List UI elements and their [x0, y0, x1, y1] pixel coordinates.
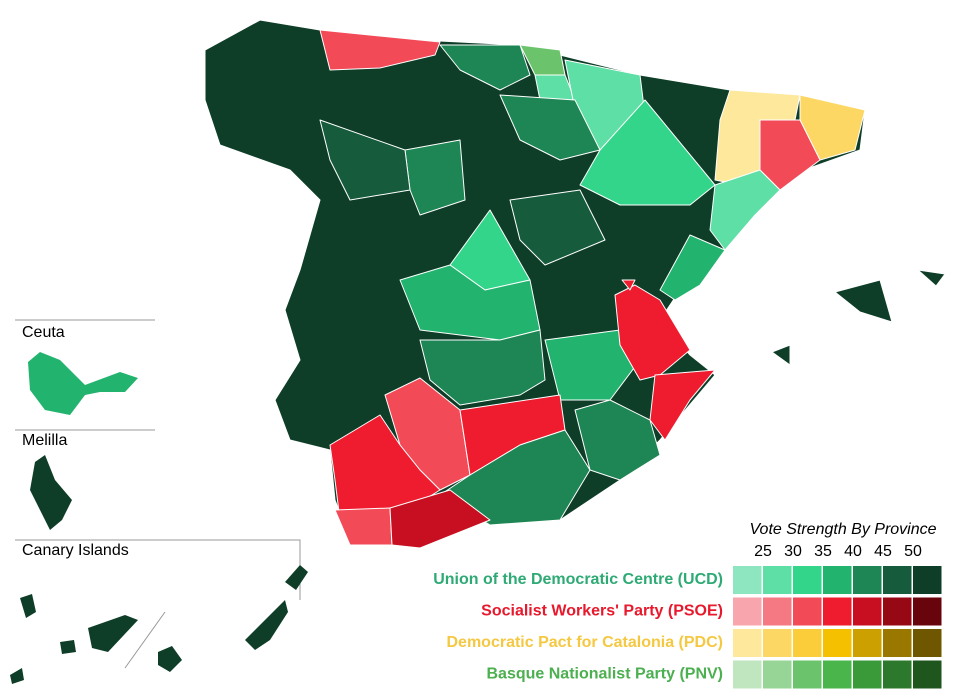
- province: [709, 169, 781, 251]
- balearic: [917, 269, 946, 287]
- province: [799, 94, 866, 161]
- legend-swatch: [733, 597, 762, 626]
- inset-label: Ceuta: [22, 324, 65, 341]
- legend-swatch: [733, 629, 762, 657]
- legend-swatch: [763, 566, 792, 594]
- inset-border: [124, 611, 166, 669]
- legend-swatch: [823, 660, 852, 689]
- legend-swatch: [853, 566, 882, 594]
- province: [544, 329, 641, 401]
- scale-label: 30: [784, 543, 802, 560]
- legend-swatch: [733, 660, 762, 689]
- legend-swatch: [733, 566, 762, 594]
- scale-label: 35: [814, 543, 832, 560]
- legend-swatch: [913, 660, 942, 689]
- legend-swatch: [883, 566, 912, 594]
- province: [499, 94, 601, 161]
- legend: 25 30 35 40 45 50 Union of the Democratic Cent…: [433, 543, 942, 689]
- mainland: [204, 19, 946, 549]
- scale-label: 50: [904, 543, 922, 560]
- province: [614, 284, 691, 381]
- province: [319, 119, 411, 201]
- legend-swatch: [793, 597, 822, 626]
- legend-swatch: [823, 566, 852, 594]
- province: [621, 279, 636, 291]
- legend-swatch: [853, 660, 882, 689]
- party-name: Basque Nationalist Party (PNV): [487, 666, 724, 683]
- province: [334, 507, 393, 546]
- legend-swatch: [913, 597, 942, 626]
- legend-swatch: [793, 566, 822, 594]
- legend-swatch: [913, 629, 942, 657]
- party-name: Union of the Democratic Centre (UCD): [433, 571, 723, 588]
- scale-label: 40: [844, 543, 862, 560]
- legend-swatch: [913, 566, 942, 594]
- province: [659, 234, 726, 301]
- inset-label: Melilla: [22, 432, 67, 449]
- legend-swatch: [763, 597, 792, 626]
- legend-swatch: [883, 597, 912, 626]
- legend-swatch: [763, 629, 792, 657]
- province: [399, 264, 541, 341]
- melilla: [30, 455, 72, 530]
- legend-swatch: [853, 597, 882, 626]
- province: [439, 44, 531, 91]
- province: [759, 119, 821, 191]
- inset-label: Canary Islands: [22, 542, 129, 559]
- province: [389, 489, 491, 549]
- scale-label: 25: [754, 543, 772, 560]
- province: [509, 189, 606, 266]
- ceuta: [28, 352, 138, 415]
- legend-swatch: [763, 660, 792, 689]
- scale-label: 45: [874, 543, 892, 560]
- legend-swatch: [883, 660, 912, 689]
- canary-islands: [10, 565, 308, 684]
- legend-swatch: [853, 629, 882, 657]
- legend-swatch: [883, 629, 912, 657]
- legend-swatch: [823, 597, 852, 626]
- province: [579, 99, 716, 206]
- legend-swatch: [793, 629, 822, 657]
- balearic: [834, 279, 893, 323]
- legend-swatch: [793, 660, 822, 689]
- legend-swatch: [823, 629, 852, 657]
- legend-title: Vote Strength By Province: [749, 521, 936, 538]
- party-name: Socialist Workers' Party (PSOE): [481, 603, 723, 620]
- balearic: [771, 344, 791, 366]
- province: [419, 329, 546, 406]
- party-name: Democratic Pact for Catalonia (PDC): [446, 634, 723, 651]
- province: [319, 29, 441, 71]
- province: [649, 369, 716, 441]
